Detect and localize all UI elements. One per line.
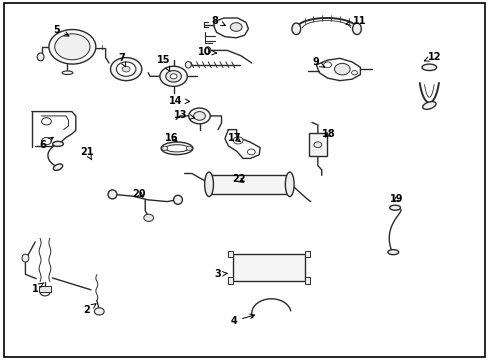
Text: 3: 3 xyxy=(214,269,226,279)
Circle shape xyxy=(233,137,243,144)
Text: 12: 12 xyxy=(424,52,440,62)
Bar xyxy=(227,277,232,284)
Ellipse shape xyxy=(22,254,29,262)
Ellipse shape xyxy=(352,23,361,35)
Circle shape xyxy=(170,74,177,79)
Circle shape xyxy=(351,71,357,75)
Ellipse shape xyxy=(389,205,400,210)
Circle shape xyxy=(188,108,210,124)
Circle shape xyxy=(41,118,51,125)
Text: 4: 4 xyxy=(230,314,254,326)
Text: 17: 17 xyxy=(227,132,241,143)
Bar xyxy=(211,175,287,194)
Ellipse shape xyxy=(53,141,63,147)
Bar xyxy=(305,251,309,257)
Circle shape xyxy=(110,58,142,81)
Text: 2: 2 xyxy=(83,304,96,315)
Text: 15: 15 xyxy=(157,55,170,71)
Text: 21: 21 xyxy=(80,147,94,160)
Ellipse shape xyxy=(422,102,435,109)
Circle shape xyxy=(40,289,50,296)
Bar xyxy=(227,251,232,257)
Circle shape xyxy=(247,149,255,155)
Ellipse shape xyxy=(165,145,188,152)
Text: 5: 5 xyxy=(53,24,69,36)
Circle shape xyxy=(230,23,242,31)
Ellipse shape xyxy=(421,64,436,71)
Text: 10: 10 xyxy=(197,47,216,57)
Circle shape xyxy=(94,308,104,315)
Text: 14: 14 xyxy=(169,96,189,106)
Text: 18: 18 xyxy=(321,129,335,139)
Ellipse shape xyxy=(291,23,300,35)
Text: 22: 22 xyxy=(231,174,245,184)
Bar xyxy=(308,133,326,156)
Circle shape xyxy=(143,214,153,221)
Circle shape xyxy=(122,66,130,72)
Circle shape xyxy=(313,142,321,148)
Text: 9: 9 xyxy=(311,57,324,67)
Circle shape xyxy=(41,138,51,145)
Circle shape xyxy=(186,146,192,150)
Ellipse shape xyxy=(204,47,210,54)
Ellipse shape xyxy=(37,53,44,61)
Ellipse shape xyxy=(108,190,117,199)
Ellipse shape xyxy=(62,71,73,75)
Bar xyxy=(39,286,51,292)
Circle shape xyxy=(323,62,331,68)
Circle shape xyxy=(49,30,96,64)
Circle shape xyxy=(116,62,136,76)
Ellipse shape xyxy=(285,172,294,197)
Ellipse shape xyxy=(53,164,62,170)
Text: 6: 6 xyxy=(40,137,53,150)
Text: 8: 8 xyxy=(211,16,225,26)
Circle shape xyxy=(160,66,187,86)
Ellipse shape xyxy=(204,172,213,197)
Bar xyxy=(232,254,305,281)
Circle shape xyxy=(55,34,90,60)
Text: 7: 7 xyxy=(118,53,125,67)
Text: 1: 1 xyxy=(32,283,43,294)
Text: 19: 19 xyxy=(389,194,403,204)
Circle shape xyxy=(162,146,167,150)
Ellipse shape xyxy=(387,249,398,255)
Circle shape xyxy=(193,112,205,120)
Circle shape xyxy=(165,71,181,82)
Text: 16: 16 xyxy=(165,132,179,143)
Text: 11: 11 xyxy=(346,16,366,26)
Text: 20: 20 xyxy=(132,189,146,199)
Bar xyxy=(305,277,309,284)
Ellipse shape xyxy=(185,62,191,68)
Ellipse shape xyxy=(173,195,182,204)
Circle shape xyxy=(334,63,349,75)
Text: 13: 13 xyxy=(174,110,194,120)
Ellipse shape xyxy=(161,142,192,155)
